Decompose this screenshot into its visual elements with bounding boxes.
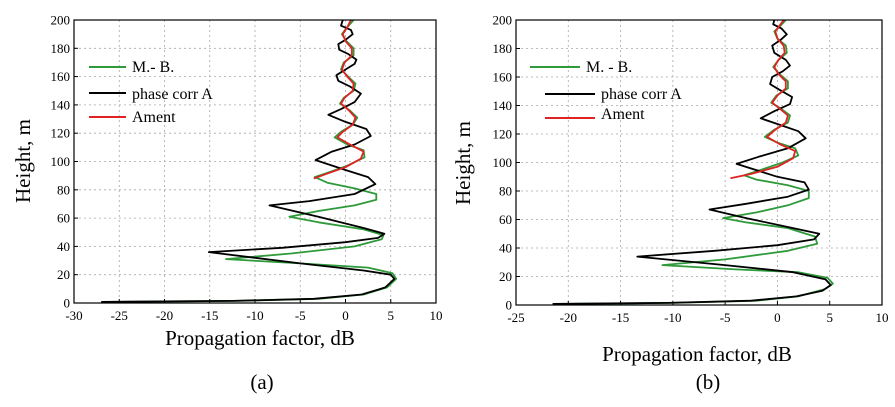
x-tick-label: -25: [111, 308, 128, 323]
y-tick-label: 120: [493, 127, 513, 142]
panel-b: -25 -20 -15 -10 -5 0 5 10 0 20 40 60 80 100 120 140 160…: [451, 13, 889, 395]
y-tick-label: 120: [51, 126, 71, 141]
legend-label-mb: M. - B.: [586, 59, 632, 76]
x-tick-label: -5: [295, 308, 306, 323]
panel-b-caption: (b): [696, 370, 721, 394]
y-tick-label: 160: [51, 69, 71, 84]
y-tick-label: 40: [499, 241, 512, 256]
y-tick-label: 200: [51, 13, 71, 28]
y-tick-label: 20: [499, 269, 512, 284]
y-tick-label: 80: [499, 184, 512, 199]
y-tick-label: 0: [64, 296, 71, 311]
y-tick-label: 60: [499, 212, 512, 227]
y-tick-label: 140: [493, 98, 513, 113]
legend-label-phase-corr-a: phase corr A: [132, 86, 213, 103]
y-tick-label: 80: [57, 182, 70, 197]
x-tick-label: 5: [826, 310, 833, 325]
x-tick-label: -15: [201, 308, 218, 323]
panel-b-x-ticks: -25 -20 -15 -10 -5 0 5 10: [507, 301, 889, 325]
y-tick-label: 200: [493, 13, 513, 28]
legend-label-mb: M.- B.: [132, 59, 174, 76]
x-tick-label: -25: [507, 310, 524, 325]
panel-b-series-phase-corr-a: [552, 19, 832, 305]
y-tick-label: 100: [51, 154, 71, 169]
panel-b-x-axis-label: Propagation factor, dB: [602, 342, 792, 366]
legend-label-phase-corr-a: phase corr A: [601, 86, 682, 103]
x-tick-label: -10: [664, 310, 681, 325]
y-tick-label: 100: [493, 155, 513, 170]
x-tick-label: -10: [246, 308, 263, 323]
y-tick-label: 140: [51, 97, 71, 112]
panel-a: -30 -25 -20 -15 -10 -5 0 5 10 0 20 40 60 80 100 120 140…: [11, 13, 443, 395]
panel-b-series-ament: [730, 19, 797, 180]
legend-label-ament: Ament: [132, 109, 176, 126]
y-tick-label: 20: [57, 267, 70, 282]
panel-a-y-ticks: 0 20 40 60 80 100 120 140 160 180 200: [51, 13, 78, 311]
y-tick-label: 180: [51, 41, 71, 56]
x-tick-label: -30: [65, 308, 82, 323]
y-tick-label: 0: [506, 298, 513, 313]
panel-a-y-axis-label: Height, m: [11, 119, 35, 203]
x-tick-label: -15: [612, 310, 629, 325]
panel-a-legend: M.- B. phase corr A Ament: [89, 59, 213, 126]
y-tick-label: 40: [57, 239, 70, 254]
panel-a-plot-frame: [73, 19, 437, 304]
x-tick-label: 5: [388, 308, 395, 323]
panel-b-series: [552, 19, 834, 305]
x-tick-label: 0: [342, 308, 349, 323]
x-tick-label: -20: [156, 308, 173, 323]
panel-b-plot-frame: [515, 19, 883, 306]
y-tick-label: 180: [493, 41, 513, 56]
x-tick-label: -20: [560, 310, 577, 325]
y-tick-label: 60: [57, 211, 70, 226]
panel-b-y-axis-label: Height, m: [451, 121, 475, 205]
panel-a-series-phase-corr-a: [101, 19, 396, 303]
x-tick-label: 10: [876, 310, 889, 325]
panel-a-x-axis-label: Propagation factor, dB: [165, 326, 355, 350]
x-tick-label: 0: [774, 310, 781, 325]
panel-a-caption: (a): [250, 370, 273, 394]
x-tick-label: -5: [720, 310, 731, 325]
panel-a-series-ament: [313, 19, 365, 180]
x-tick-label: 10: [430, 308, 443, 323]
panel-b-legend: M. - B. phase corr A Ament: [530, 59, 682, 123]
panel-a-series: [101, 19, 398, 303]
legend-label-ament: Ament: [601, 106, 645, 123]
y-tick-label: 160: [493, 70, 513, 85]
